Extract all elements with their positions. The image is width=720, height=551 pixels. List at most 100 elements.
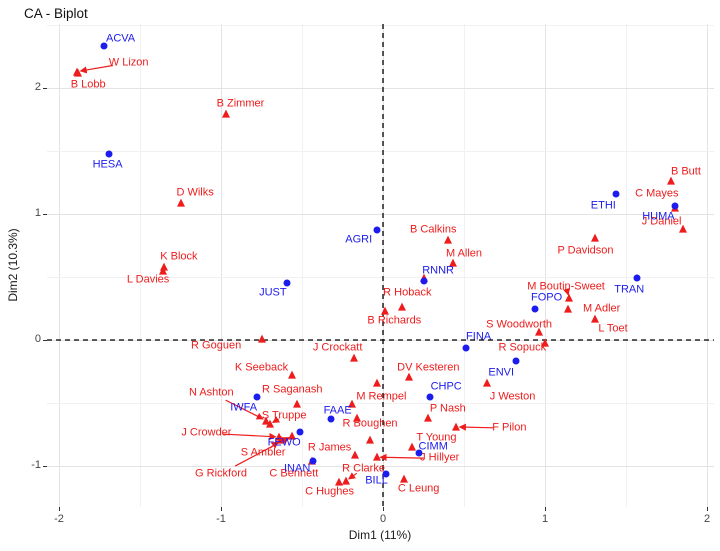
committee-label: CHPC xyxy=(430,380,462,393)
y-tick-label: 1 xyxy=(34,207,41,219)
committee-point xyxy=(296,428,304,436)
mp-label: B Butt xyxy=(670,165,701,178)
x-tick-label: -2 xyxy=(54,513,64,525)
y-gridline xyxy=(47,466,714,467)
committee-label: IWFA xyxy=(230,401,258,414)
x-gridline xyxy=(302,24,303,507)
y-tick-label: -1 xyxy=(31,459,41,471)
mp-label: C Mayes xyxy=(635,187,679,200)
committee-point xyxy=(105,150,113,158)
y-tick-mark xyxy=(43,466,47,467)
mp-label: R Sopuck xyxy=(498,341,547,354)
x-tick-label: 1 xyxy=(541,513,549,525)
committee-point xyxy=(671,202,679,210)
mp-label: M Allen xyxy=(445,247,483,260)
mp-label: K Seeback xyxy=(234,361,289,374)
mp-point xyxy=(265,420,274,429)
x-tick-label: 0 xyxy=(379,513,387,525)
committee-point xyxy=(373,226,381,234)
committee-point xyxy=(100,42,108,50)
mp-label: B Richards xyxy=(367,314,422,327)
mp-point xyxy=(380,306,389,315)
mp-point xyxy=(366,435,375,444)
x-gridline xyxy=(59,24,60,507)
mp-label: DV Kesteren xyxy=(397,361,460,374)
committee-label: RNNR xyxy=(422,264,454,277)
mp-label: W Lizon xyxy=(108,56,149,69)
y-tick-mark xyxy=(43,88,47,89)
mp-point xyxy=(349,353,358,362)
mp-point xyxy=(443,236,452,245)
committee-point xyxy=(327,415,335,423)
x-tick-mark xyxy=(383,507,384,511)
mp-point xyxy=(404,372,413,381)
y-axis-title: Dim2 (10.3%) xyxy=(6,228,20,302)
mp-point xyxy=(424,413,433,422)
mp-point-unlabeled xyxy=(372,378,381,387)
mp-point xyxy=(400,474,409,483)
y-tick-label: 0 xyxy=(34,333,41,345)
mp-point xyxy=(176,198,185,207)
y-gridline xyxy=(47,88,714,89)
x-gridline xyxy=(545,24,546,507)
mp-label: J Crockatt xyxy=(312,341,363,354)
y-tick-label: 2 xyxy=(34,81,41,93)
mp-label: R James xyxy=(307,441,352,454)
mp-point xyxy=(408,442,417,451)
y-gridline xyxy=(47,214,714,215)
mp-point xyxy=(591,314,600,323)
committee-label: HESA xyxy=(92,158,123,171)
mp-point-unlabeled xyxy=(353,413,362,422)
x-gridline xyxy=(221,24,222,507)
mp-point xyxy=(398,302,407,311)
mp-label: F Pilon xyxy=(492,421,527,434)
committee-point xyxy=(382,470,390,478)
committee-point xyxy=(415,449,423,457)
mp-label: N Ashton xyxy=(188,386,234,399)
mp-label: R Hoback xyxy=(383,286,432,299)
y-gridline xyxy=(47,340,714,341)
mp-label: K Block xyxy=(160,250,198,263)
mp-point xyxy=(563,304,572,313)
mp-point xyxy=(335,477,344,486)
mp-point xyxy=(275,432,284,441)
mp-label: B Lobb xyxy=(70,78,106,91)
mp-label: M Rempel xyxy=(356,390,407,403)
committee-point xyxy=(633,274,641,282)
mp-label: J Crowder xyxy=(181,426,232,439)
mp-point xyxy=(257,334,266,343)
mp-label: C Leung xyxy=(397,482,440,495)
committee-label: ETHI xyxy=(590,199,616,212)
mp-label: B Zimmer xyxy=(216,97,265,110)
mp-label: R Goguen xyxy=(191,339,242,352)
committee-label: FAAE xyxy=(323,404,352,417)
x-tick-label: -1 xyxy=(216,513,226,525)
mp-point xyxy=(74,68,83,77)
mp-label: S Woodworth xyxy=(486,318,552,331)
committee-point xyxy=(420,277,427,285)
x-gridline xyxy=(140,24,141,507)
mp-point xyxy=(534,328,543,337)
committee-label: FOPO xyxy=(531,291,563,304)
committee-label: FINA xyxy=(466,330,492,343)
mp-label: P Nash xyxy=(429,402,466,415)
committee-point xyxy=(426,393,434,401)
committee-point xyxy=(309,457,317,465)
mp-point xyxy=(565,294,574,303)
committee-label: JUST xyxy=(259,286,287,299)
mp-point xyxy=(678,224,687,233)
mp-label: R Boughen xyxy=(342,417,398,430)
x-tick-mark xyxy=(221,507,222,511)
y-gridline xyxy=(47,151,714,152)
mp-label: M Boutin-Sweet xyxy=(527,280,605,293)
x-tick-label: 2 xyxy=(703,513,711,525)
committee-label: ACVA xyxy=(105,32,136,45)
x-axis-title: Dim1 (11%) xyxy=(348,528,412,542)
mp-point xyxy=(288,431,297,440)
mp-point xyxy=(667,176,676,185)
x-tick-mark xyxy=(59,507,60,511)
mp-label: T Young xyxy=(416,431,457,444)
committee-point xyxy=(512,357,520,365)
mp-label: B Calkins xyxy=(409,223,457,236)
